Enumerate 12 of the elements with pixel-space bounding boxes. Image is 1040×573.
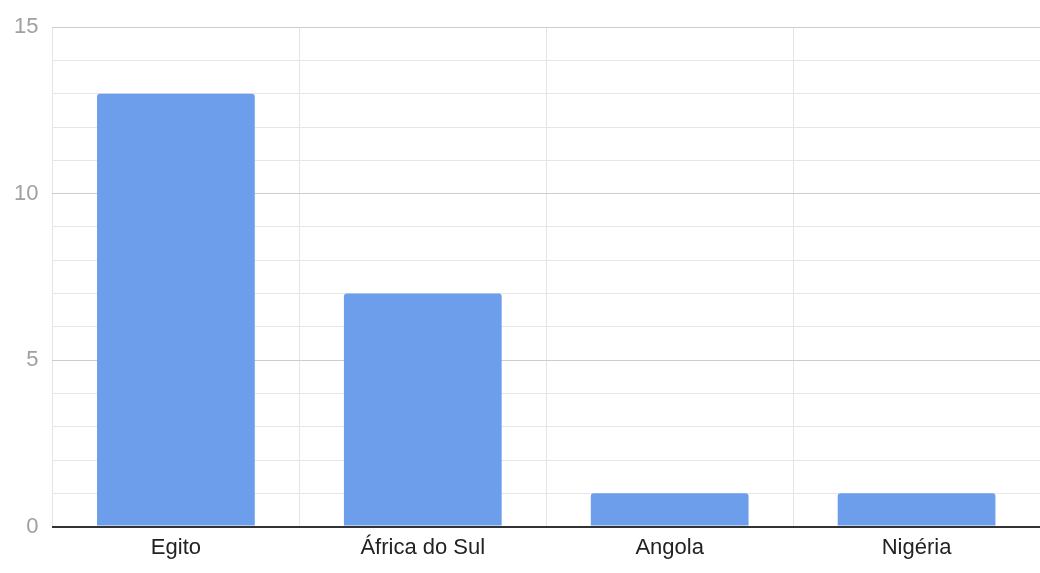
bar [590, 493, 749, 526]
y-tick-label: 10 [13, 179, 39, 205]
x-tick-label: Nigéria [881, 533, 953, 559]
x-tick-label: África do Sul [360, 533, 486, 559]
y-tick-label: 5 [26, 346, 39, 372]
y-tick-label: 0 [26, 512, 39, 538]
bar [343, 293, 502, 526]
x-tick-label: Angola [635, 533, 705, 559]
x-tick-label: Egito [150, 533, 201, 559]
y-tick-label: 15 [13, 13, 39, 39]
bar [97, 93, 255, 526]
bar [837, 493, 996, 526]
